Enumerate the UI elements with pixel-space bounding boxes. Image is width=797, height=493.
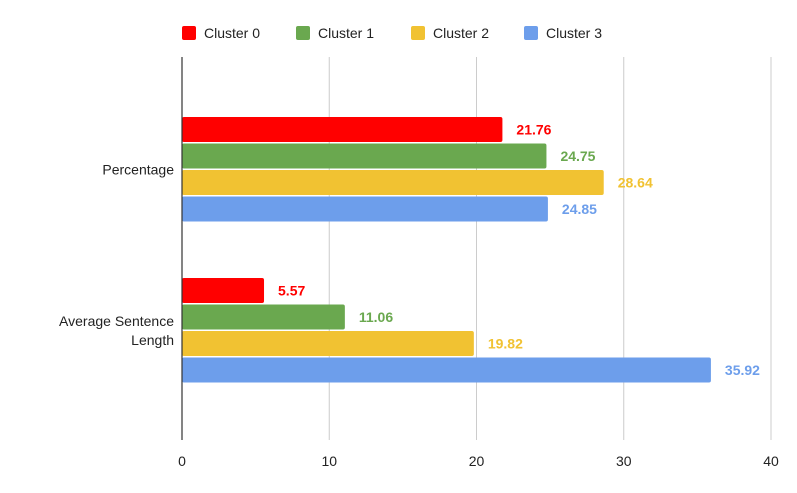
bar-cluster-3 xyxy=(182,357,711,383)
x-tick-labels: 0 10 20 30 40 xyxy=(178,453,779,469)
data-label: 24.85 xyxy=(562,201,597,217)
data-label: 21.76 xyxy=(516,122,551,138)
legend-swatch xyxy=(182,26,196,40)
legend-label: Cluster 3 xyxy=(546,25,602,41)
legend-label: Cluster 1 xyxy=(318,25,374,41)
legend-item: Cluster 1 xyxy=(296,25,374,41)
data-label: 28.64 xyxy=(618,175,653,191)
x-tick-label: 0 xyxy=(178,453,186,469)
bar-cluster-2 xyxy=(182,170,604,195)
legend-item: Cluster 3 xyxy=(524,25,602,41)
data-label: 11.06 xyxy=(359,309,393,325)
data-label: 24.75 xyxy=(560,148,595,164)
x-tick-label: 20 xyxy=(469,453,485,469)
data-label: 35.92 xyxy=(725,362,760,378)
bar-cluster-0 xyxy=(182,278,265,303)
legend-item: Cluster 0 xyxy=(182,25,260,41)
legend-swatch xyxy=(524,26,538,40)
category-label: Length xyxy=(131,332,174,348)
x-tick-label: 30 xyxy=(616,453,632,469)
bars xyxy=(182,117,711,383)
data-label: 19.82 xyxy=(488,336,523,352)
gridlines xyxy=(328,57,772,440)
bar-cluster-1 xyxy=(182,143,547,169)
bar-cluster-3 xyxy=(182,196,548,222)
legend-item: Cluster 2 xyxy=(411,25,489,41)
data-labels: 21.76 24.75 28.64 24.85 5.57 11.06 19.82 35.92 xyxy=(278,122,760,379)
x-tick-label: 10 xyxy=(321,453,337,469)
legend-swatch xyxy=(411,26,425,40)
x-tick-label: 40 xyxy=(763,453,779,469)
legend-label: Cluster 2 xyxy=(433,25,489,41)
bar-cluster-1 xyxy=(182,304,345,330)
legend-swatch xyxy=(296,26,310,40)
legend-label: Cluster 0 xyxy=(204,25,260,41)
category-label: Percentage xyxy=(102,161,174,177)
category-labels: Percentage Average Sentence Length xyxy=(59,161,174,348)
bar-cluster-0 xyxy=(182,117,503,142)
bar-cluster-2 xyxy=(182,331,474,356)
data-label: 5.57 xyxy=(278,283,305,299)
legend: Cluster 0 Cluster 1 Cluster 2 Cluster 3 xyxy=(182,25,602,41)
category-label: Average Sentence xyxy=(59,313,174,329)
